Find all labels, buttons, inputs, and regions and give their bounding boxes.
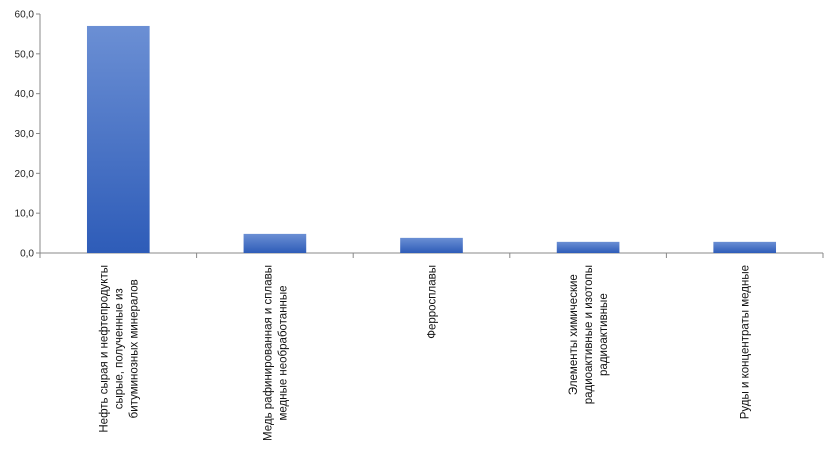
bar <box>400 237 463 253</box>
category-label: Медь рафинированная и сплавы медные необр… <box>262 265 289 441</box>
category-label-line: Нефть сырая и нефтепродукты <box>98 265 110 433</box>
category-label: Руды и концентраты медные <box>740 265 752 419</box>
category-label: Ферросплавы <box>427 265 439 339</box>
bar <box>556 241 620 253</box>
y-tick-label: 10,0 <box>15 209 35 220</box>
y-tick-label: 0,0 <box>20 249 34 260</box>
category-label-line: медные необработанные <box>277 285 289 420</box>
category-label: Нефть сырая и нефтепродукты сырые, получе… <box>98 265 140 433</box>
x-axis <box>39 252 824 258</box>
category-label-line: Руды и концентраты медные <box>740 265 752 419</box>
category-labels: Нефть сырая и нефтепродукты сырые, получе… <box>98 265 751 441</box>
category-label-line: радиоактивные <box>598 293 610 376</box>
bars <box>86 25 777 254</box>
y-tick-label: 50,0 <box>15 49 35 60</box>
y-tick-label: 30,0 <box>15 129 35 140</box>
y-tick-label: 40,0 <box>15 89 35 100</box>
category-label-line: Медь рафинированная и сплавы <box>262 265 274 441</box>
y-axis: 0,0 10,0 20,0 30,0 40,0 50,0 60,0 <box>15 10 41 260</box>
y-tick-label: 60,0 <box>15 10 35 21</box>
category-label-line: Элементы химические <box>568 274 580 395</box>
bar <box>86 25 150 254</box>
category-label-line: Ферросплавы <box>427 265 439 339</box>
category-label-line: радиоактивные и изотопы <box>583 265 595 404</box>
category-label-line: сырые, полученные из <box>113 288 125 409</box>
category-label-line: битуминозных минералов <box>128 279 140 418</box>
category-label: Элементы химические радиоактивные и изото… <box>568 265 610 404</box>
bar <box>243 233 307 253</box>
bar <box>713 241 777 253</box>
y-tick-label: 20,0 <box>15 169 35 180</box>
